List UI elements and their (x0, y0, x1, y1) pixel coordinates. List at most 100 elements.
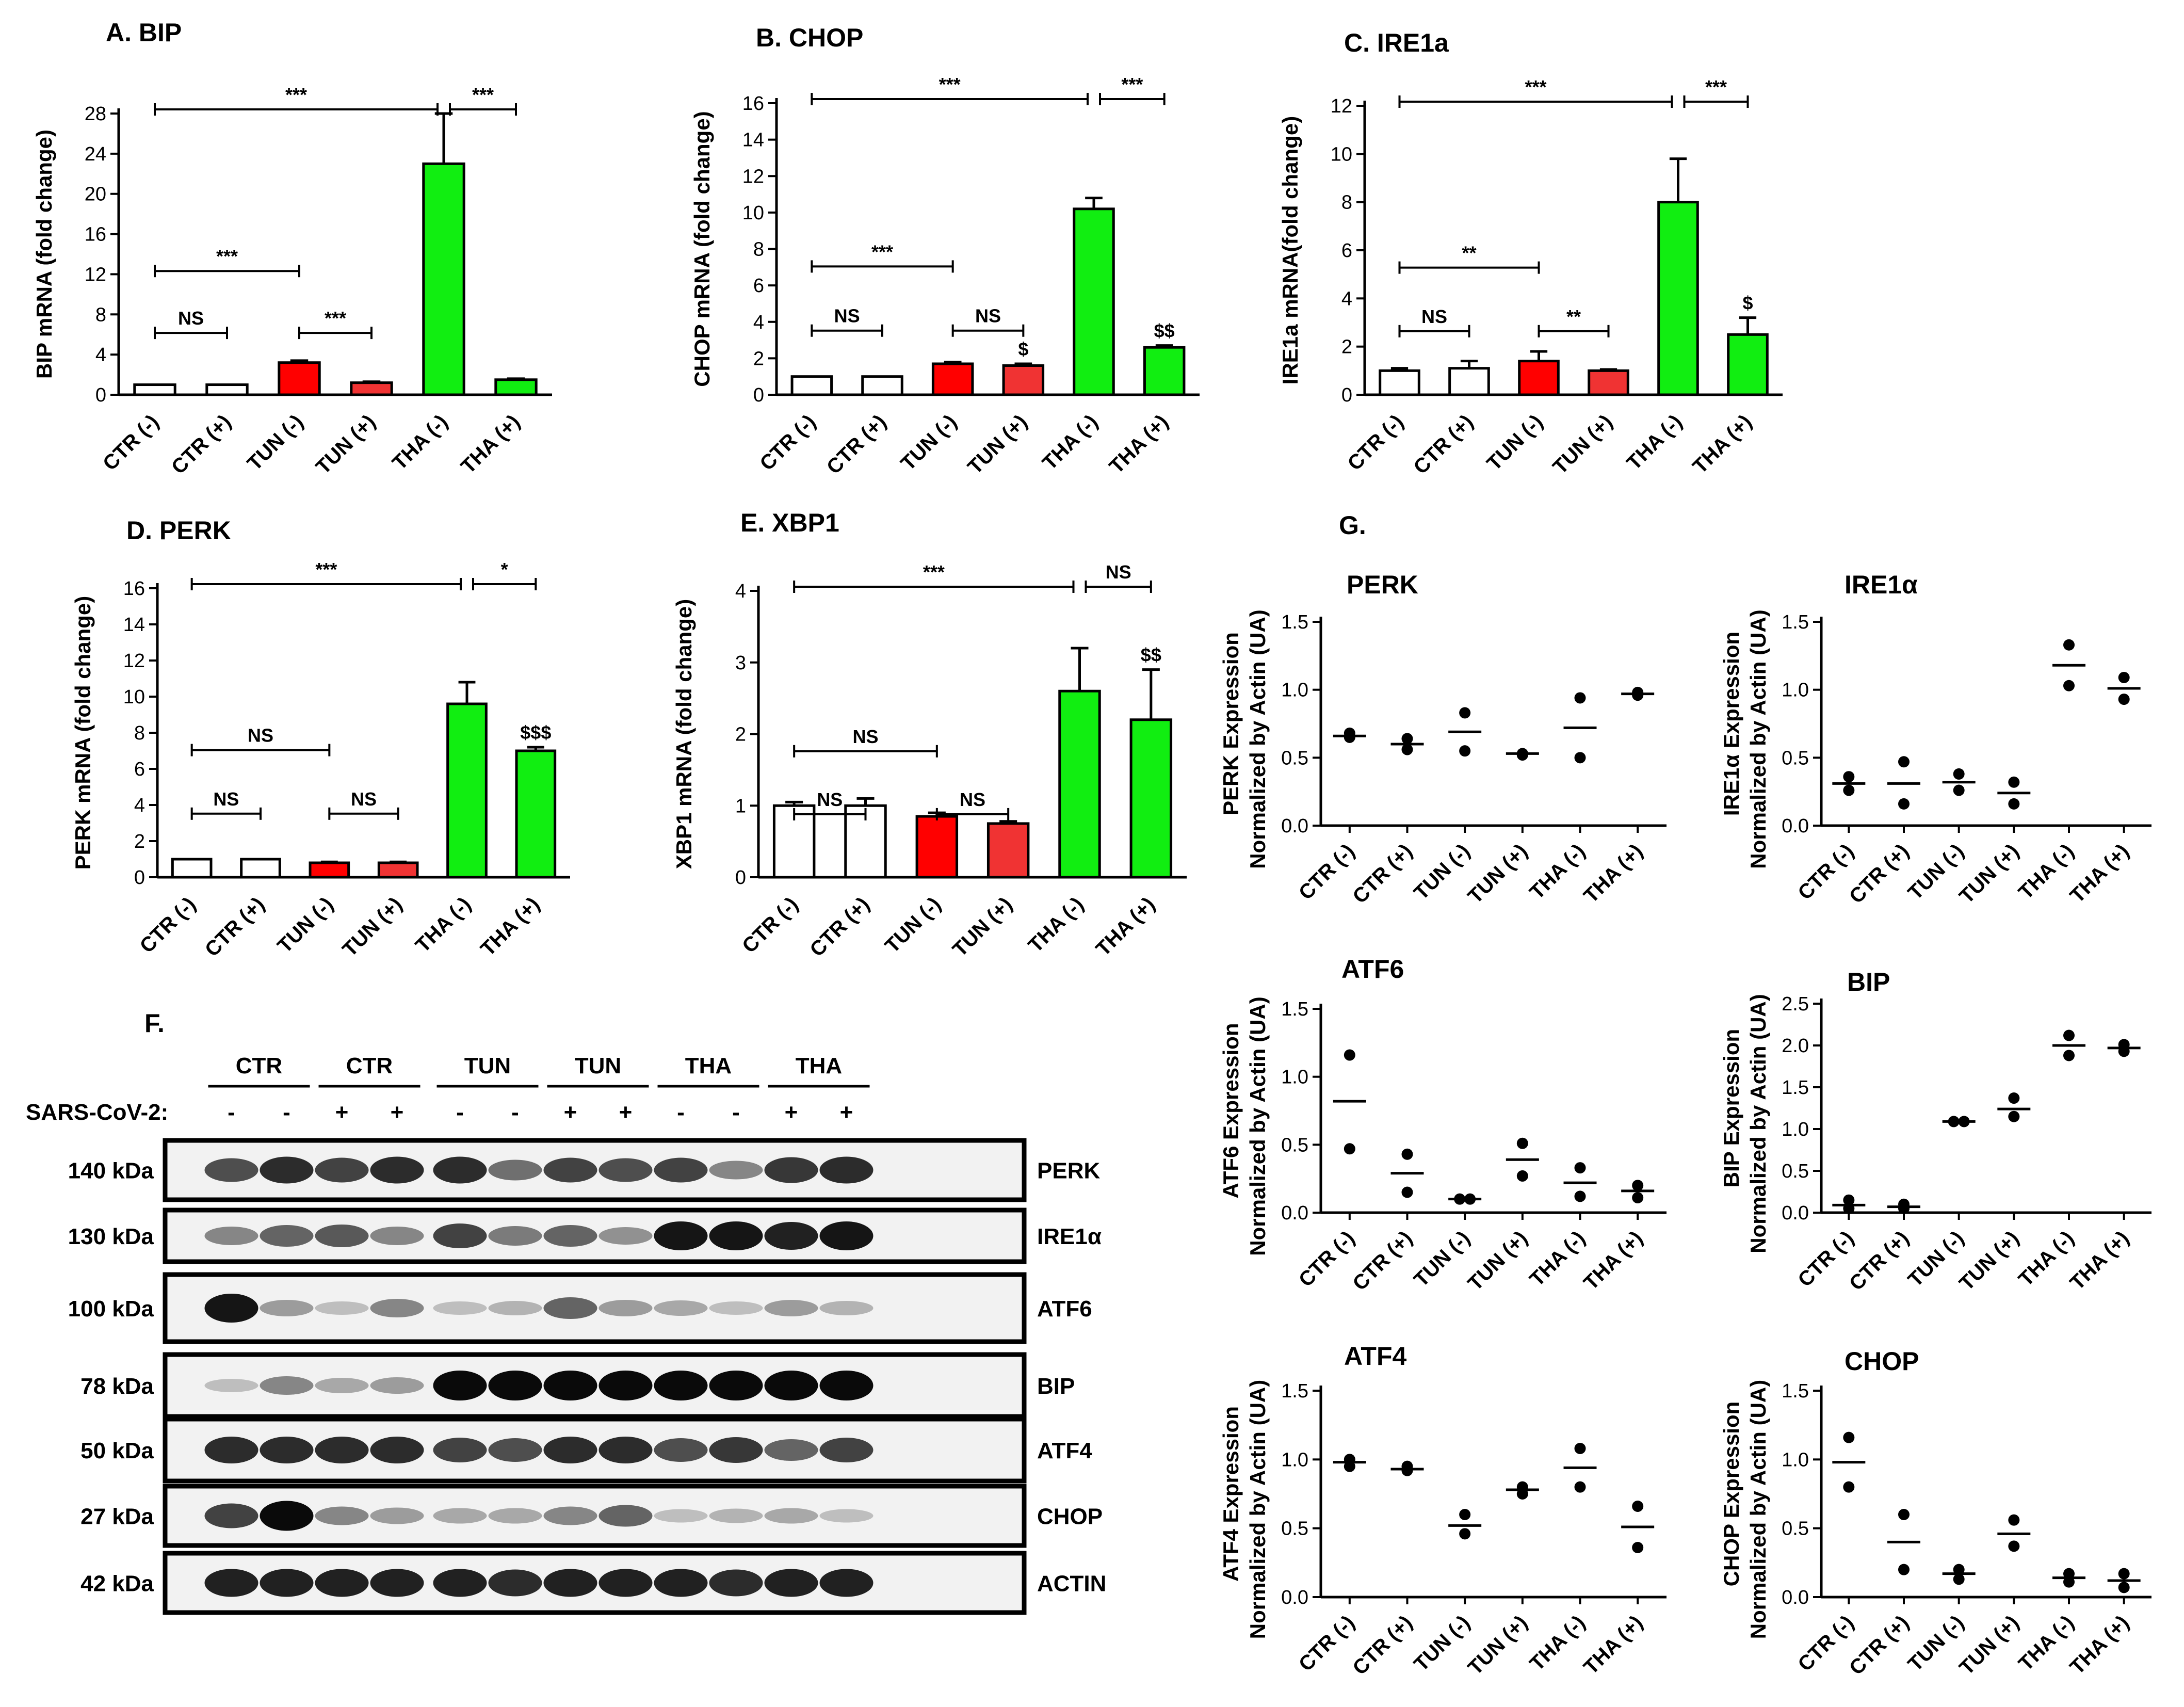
significance-label: NS (178, 308, 204, 329)
blot-band (598, 1300, 653, 1316)
x-tick-label: TUN (-) (243, 410, 308, 475)
x-tick-label: CTR (+) (1348, 1611, 1416, 1679)
y-tick-label: 6 (134, 759, 145, 780)
data-point (1344, 1049, 1355, 1061)
x-tick-label: CTR (+) (201, 893, 269, 961)
blot-band (543, 1437, 597, 1463)
data-point (1632, 686, 1644, 698)
significance-label: NS (1106, 561, 1131, 583)
x-tick-label: CTR (-) (99, 410, 163, 475)
y-tick-label: 0.0 (1782, 1202, 1809, 1224)
y-tick-label: 16 (85, 224, 106, 246)
y-tick-label: 2 (735, 724, 746, 746)
virus-status: + (785, 1100, 798, 1125)
virus-status: + (619, 1100, 633, 1125)
blot-band (598, 1227, 653, 1245)
y-tick-label: 1 (735, 795, 746, 817)
protein-label: CHOP (1037, 1504, 1103, 1529)
blot-band (764, 1371, 818, 1400)
blot-band (488, 1301, 542, 1315)
data-point (1344, 1454, 1355, 1466)
y-tick-label: 1.5 (1782, 611, 1809, 633)
y-tick-label: 1.0 (1782, 1449, 1809, 1471)
y-tick-label: 1.5 (1281, 611, 1308, 633)
blot-band (654, 1221, 708, 1250)
data-point (2063, 1050, 2075, 1061)
blot-row-CHOP: 27 kDa CHOP (80, 1484, 1103, 1548)
data-point (1344, 1143, 1355, 1155)
x-tick-label: THA (+) (1579, 840, 1647, 907)
data-point (1516, 1481, 1528, 1493)
x-tick-label: CTR (-) (1295, 1227, 1359, 1291)
significance-label: NS (213, 788, 239, 810)
blot-band (260, 1501, 314, 1531)
data-point (1574, 692, 1586, 704)
y-axis-label-2: Normalized by Actin (UA) (1746, 1380, 1770, 1639)
blot-band (204, 1437, 258, 1463)
significance-label: NS (975, 305, 1001, 327)
blot-band (433, 1371, 487, 1400)
significance-label: NS (834, 305, 860, 327)
x-tick-label: CTR (+) (167, 410, 235, 478)
y-axis-label: BIP Expression (1719, 1029, 1743, 1187)
blot-band (654, 1438, 708, 1462)
x-tick-label: CTR (+) (822, 410, 891, 478)
data-point (1574, 1162, 1586, 1174)
x-tick-label: CTR (-) (1295, 1611, 1359, 1676)
y-axis-label: IRE1α Expression (1719, 632, 1743, 816)
y-tick-label: 0 (134, 867, 145, 889)
blot-band (543, 1569, 597, 1597)
y-tick-label: 0.0 (1281, 1202, 1308, 1224)
y-tick-label: 0 (95, 384, 106, 406)
x-tick-label: CTR (-) (738, 893, 802, 957)
y-tick-label: 1.5 (1281, 999, 1308, 1020)
blot-band (315, 1157, 369, 1183)
y-tick-label: 0.0 (1782, 815, 1809, 837)
y-axis-label: ATF4 Expression (1219, 1406, 1243, 1582)
data-point (1843, 771, 1855, 783)
data-point (1454, 1193, 1466, 1205)
group-label: THA (796, 1053, 842, 1078)
y-tick-label: 14 (123, 614, 145, 636)
blot-band (315, 1225, 369, 1247)
data-point (1843, 1481, 1855, 1493)
y-tick-label: 0.0 (1782, 1587, 1809, 1608)
x-tick-label: CTR (+) (1348, 840, 1416, 908)
blot-band (204, 1158, 258, 1182)
y-tick-label: 12 (123, 650, 145, 672)
data-point (2063, 1576, 2075, 1588)
x-tick-label: TUN (+) (312, 410, 380, 478)
blot-band (433, 1438, 487, 1462)
y-tick-label: 8 (134, 722, 145, 744)
y-tick-label: 12 (1331, 95, 1352, 117)
data-point (1953, 784, 1965, 796)
x-tick-label: CTR (+) (1348, 1227, 1416, 1295)
chart-G-IRE1a: IRE1α 0.0 0.5 1.0 1.5 IRE1α Expression Normali… (1719, 570, 2151, 908)
blot-band (315, 1378, 369, 1393)
blot-row-BIP: 78 kDa BIP (80, 1352, 1075, 1419)
blot-row-ATF6: 100 kDa ATF6 (68, 1272, 1092, 1344)
molecular-weight: 140 kDa (68, 1158, 154, 1184)
x-tick-label: TUN (+) (1464, 1227, 1532, 1295)
blot-band (764, 1157, 818, 1183)
data-point (1344, 727, 1355, 739)
virus-status: - (511, 1100, 519, 1125)
blot-band (315, 1437, 369, 1463)
y-tick-label: 4 (735, 581, 746, 602)
x-tick-label: TUN (+) (1464, 840, 1532, 908)
blot-band (260, 1300, 314, 1316)
x-tick-label: TUN (+) (1955, 1611, 2023, 1679)
blot-band (819, 1509, 873, 1523)
chart-title: B. CHOP (756, 23, 863, 52)
chart-D: D. PERK 0 2 4 6 8 10 12 14 16 PERK mRNA (fold chan… (71, 516, 570, 961)
chart-title: E. XBP1 (740, 508, 839, 537)
data-point (1516, 1170, 1528, 1182)
molecular-weight: 27 kDa (80, 1504, 154, 1529)
blot-band (488, 1226, 542, 1246)
blot-band (764, 1222, 818, 1250)
y-tick-label: 10 (1331, 143, 1352, 165)
y-tick-label: 14 (742, 130, 764, 151)
blot-band (764, 1300, 818, 1316)
virus-status: - (283, 1100, 290, 1125)
data-point (2063, 1568, 2075, 1580)
